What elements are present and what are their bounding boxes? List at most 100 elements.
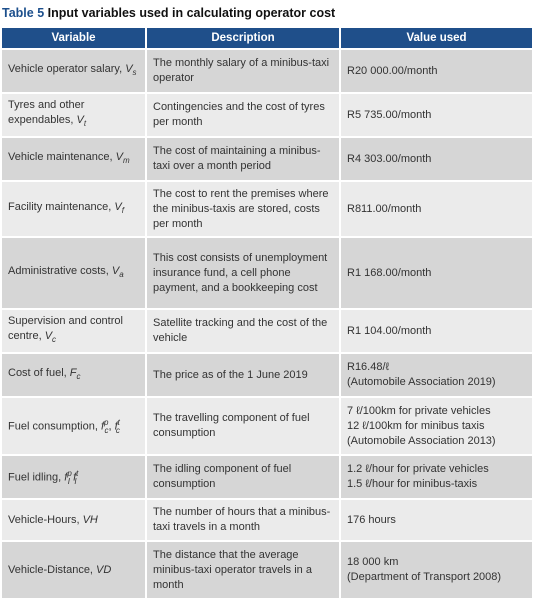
table-row: Cost of fuel, Fc The price as of the 1 Ju…	[2, 354, 532, 396]
variable-symbol: c	[104, 425, 109, 435]
value-line: R16.48/ℓ	[347, 361, 390, 373]
value-line: R1 104.00/month	[347, 324, 432, 337]
value-cell: R5 735.00/month	[341, 94, 532, 136]
variable-symbol: V	[114, 200, 122, 213]
description-cell: The cost to rent the premises where the …	[147, 182, 339, 236]
variable-cell: Administrative costs, Va	[2, 238, 145, 308]
variable-symbol: t	[117, 417, 120, 427]
variable-symbol: VD	[96, 563, 112, 576]
table: Variable Description Value used Vehicle op…	[0, 26, 534, 600]
variable-cell: Facility maintenance, Vf	[2, 182, 145, 236]
description-cell: The distance that the average minibus-ta…	[147, 542, 339, 598]
table-row: Supervision and control centre, Vc Satell…	[2, 310, 532, 352]
variable-label: Fuel idling,	[8, 471, 65, 484]
value-line: 7 ℓ/100km for private vehicles	[347, 404, 491, 417]
value-line: 176 hours	[347, 513, 396, 526]
variable-symbol: V	[111, 264, 120, 277]
value-cell: R811.00/month	[341, 182, 532, 236]
variable-cell: Cost of fuel, Fc	[2, 354, 145, 396]
variable-label: Fuel consumption,	[8, 420, 101, 433]
value-line: R20 000.00/month	[347, 64, 438, 77]
table-row: Vehicle-Hours, VH The number of hours tha…	[2, 500, 532, 540]
header-row: Variable Description Value used	[2, 28, 532, 48]
variable-label: Vehicle-Distance,	[8, 563, 97, 576]
variable-symbol: V	[125, 62, 133, 75]
table-row: Tyres and other expendables, Vt Contingen…	[2, 94, 532, 136]
variable-symbol: f	[121, 206, 124, 216]
variable-symbol: s	[132, 68, 137, 78]
table-row: Fuel idling, fpI ftI The idling component…	[2, 456, 532, 498]
value-cell: R20 000.00/month	[341, 50, 532, 92]
variable-cell: Fuel consumption, fpc, ftc	[2, 398, 145, 454]
header-cell: Value used	[341, 28, 532, 48]
variable-label: Cost of fuel,	[8, 366, 70, 379]
variable-cell: Vehicle maintenance, Vm	[2, 138, 145, 180]
variable-symbol: F	[69, 366, 77, 379]
value-line: (Automobile Association 2013)	[347, 434, 496, 447]
value-line: (Automobile Association 2019)	[347, 376, 496, 388]
value-line: R811.00/month	[347, 202, 422, 215]
description-cell: The price as of the 1 June 2019	[147, 354, 339, 396]
value-line: R4 303.00/month	[347, 152, 432, 165]
value-cell: R1 104.00/month	[341, 310, 532, 352]
variable-symbol: t	[76, 468, 79, 478]
variable-symbol: c	[52, 335, 57, 345]
caption-label: Table 5	[2, 6, 45, 20]
table-row: Administrative costs, Va This cost consis…	[2, 238, 532, 308]
value-line: 12 ℓ/100km for minibus taxis	[347, 419, 485, 432]
variable-cell: Vehicle operator salary, Vs	[2, 50, 145, 92]
variable-cell: Fuel idling, fpI ftI	[2, 456, 145, 498]
description-cell: Satellite tracking and the cost of the v…	[147, 310, 339, 352]
variable-symbol: V	[44, 330, 53, 343]
variable-symbol: I	[67, 476, 71, 486]
variable-label: Tyres and other expendables,	[8, 99, 85, 127]
value-line: 1.5 ℓ/hour for minibus-taxis	[347, 478, 478, 490]
variable-symbol: f	[100, 420, 104, 433]
variable-symbol: ,	[108, 420, 115, 433]
header-cell: Description	[147, 28, 339, 48]
table-row: Vehicle maintenance, Vm The cost of maint…	[2, 138, 532, 180]
value-cell: 176 hours	[341, 500, 532, 540]
value-line: (Department of Transport 2008)	[347, 571, 502, 583]
variable-symbol: VH	[82, 513, 98, 526]
variable-symbol: p	[104, 417, 109, 427]
value-line: 1.2 ℓ/hour for private vehicles	[347, 463, 489, 475]
value-cell: R1 168.00/month	[341, 238, 532, 308]
table-row: Vehicle-Distance, VD The distance that th…	[2, 542, 532, 598]
variable-cell: Vehicle-Distance, VD	[2, 542, 145, 598]
caption-title: Input variables used in calculating oper…	[47, 6, 336, 20]
description-cell: The cost of maintaining a minibus-taxi o…	[147, 138, 339, 180]
description-cell: The travelling component of fuel consump…	[147, 398, 339, 454]
variable-label: Facility maintenance,	[8, 200, 115, 213]
variable-symbol: f	[64, 471, 68, 484]
variable-label: Administrative costs,	[8, 264, 112, 277]
variable-symbol: f	[114, 420, 118, 433]
variable-label: Vehicle-Hours,	[8, 513, 83, 526]
variable-cell: Vehicle-Hours, VH	[2, 500, 145, 540]
variable-symbol: V	[115, 150, 123, 163]
variable-symbol: V	[76, 114, 84, 127]
variable-symbol: a	[119, 270, 124, 280]
description-cell: The monthly salary of a minibus-taxi ope…	[147, 50, 339, 92]
value-cell: 1.2 ℓ/hour for private vehicles 1.5 ℓ/hou…	[341, 456, 532, 498]
variable-symbol: c	[115, 425, 120, 435]
variable-cell: Tyres and other expendables, Vt	[2, 94, 145, 136]
value-cell: 7 ℓ/100km for private vehicles 12 ℓ/100km…	[341, 398, 532, 454]
table-row: Vehicle operator salary, Vs The monthly s…	[2, 50, 532, 92]
value-line: R1 168.00/month	[347, 266, 432, 279]
variable-symbol: p	[67, 468, 72, 478]
value-cell: R16.48/ℓ (Automobile Association 2019)	[341, 354, 532, 396]
table-row: Fuel consumption, fpc, ftc The travelling…	[2, 398, 532, 454]
variable-symbol: t	[83, 119, 87, 129]
value-cell: 18 000 km (Department of Transport 2008)	[341, 542, 532, 598]
variable-label: Vehicle maintenance,	[8, 150, 116, 163]
variable-label: Supervision and control centre,	[8, 315, 123, 343]
variable-symbol: f	[73, 471, 77, 484]
variable-symbol: m	[122, 156, 130, 166]
description-cell: This cost consists of unemployment insur…	[147, 238, 339, 308]
header-cell: Variable	[2, 28, 145, 48]
variable-symbol: c	[76, 372, 81, 382]
variable-symbol: I	[74, 476, 77, 486]
description-cell: The number of hours that a minibus-taxi …	[147, 500, 339, 540]
